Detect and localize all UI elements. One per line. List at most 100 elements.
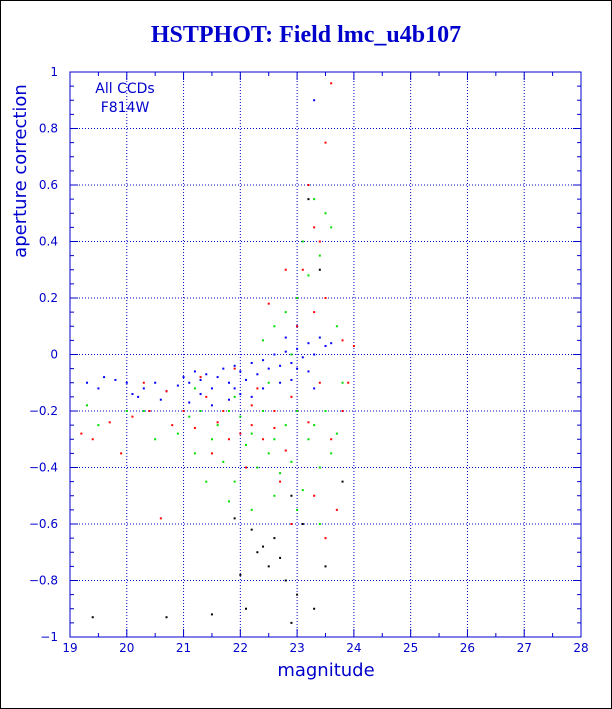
data-point [176, 432, 179, 435]
data-point [290, 460, 293, 463]
data-point [284, 579, 287, 582]
data-point [233, 517, 236, 520]
data-point [97, 387, 100, 390]
data-point [216, 421, 219, 424]
data-point [296, 410, 299, 412]
data-point [341, 381, 344, 384]
data-point [284, 268, 287, 271]
data-point [131, 393, 134, 396]
data-point [273, 438, 276, 441]
tick-labels: 19 20 21 22 23 24 25 26 27 28 −1 −0.8 −0.6 −0.4 −0.2 0 0… [29, 65, 589, 655]
data-point [165, 390, 168, 393]
data-point [233, 364, 236, 367]
data-point [262, 438, 265, 441]
data-point [296, 325, 299, 328]
data-point [239, 415, 242, 418]
data-point [307, 342, 310, 345]
data-point [267, 381, 270, 384]
data-point [222, 460, 225, 463]
data-point [318, 240, 321, 243]
data-point [313, 494, 316, 497]
data-point [199, 410, 202, 412]
data-point [267, 302, 270, 305]
data-point [313, 353, 316, 356]
data-point [330, 452, 333, 455]
data-point [284, 424, 287, 427]
data-point [165, 616, 168, 619]
data-point [262, 387, 265, 390]
data-point [296, 593, 299, 596]
data-point [227, 381, 230, 384]
data-point [318, 466, 321, 469]
data-point [210, 452, 213, 455]
data-point [205, 373, 208, 376]
data-point [199, 378, 202, 381]
data-point [330, 342, 333, 345]
data-point [290, 361, 293, 364]
data-point [250, 528, 253, 531]
data-point [313, 311, 316, 314]
annotation-ccds: All CCDs [95, 81, 154, 97]
data-point [324, 345, 327, 348]
data-point [159, 517, 162, 520]
data-point [273, 537, 276, 540]
data-point [313, 424, 316, 427]
data-point [239, 393, 242, 396]
data-point [250, 404, 253, 407]
data-point [313, 607, 316, 610]
data-point [313, 387, 316, 390]
data-point [301, 356, 304, 359]
data-point [210, 404, 213, 407]
data-point [279, 381, 282, 384]
data-point [307, 370, 310, 373]
data-point [290, 621, 293, 624]
data-point [307, 274, 310, 277]
data-point [193, 387, 196, 390]
data-point [114, 378, 117, 381]
data-point [296, 347, 299, 350]
y-tick-label: 0.4 [39, 235, 58, 249]
data-point [171, 424, 174, 427]
data-point [262, 410, 265, 412]
data-point [80, 432, 83, 435]
data-point [284, 311, 287, 314]
data-point [182, 376, 185, 379]
data-point [290, 353, 293, 356]
data-point [188, 401, 191, 404]
data-point [284, 449, 287, 452]
data-point [301, 268, 304, 271]
data-point [86, 404, 89, 407]
data-point [256, 466, 259, 469]
data-point [227, 398, 230, 401]
data-point [307, 421, 310, 424]
data-point [216, 424, 219, 427]
data-point [239, 370, 242, 373]
data-point [210, 387, 213, 390]
data-point [352, 345, 355, 348]
data-point [335, 508, 338, 511]
data-point [193, 370, 196, 373]
data-point [245, 443, 248, 446]
data-point [222, 410, 225, 412]
x-tick-label: 21 [176, 641, 191, 655]
y-tick-label: 1 [50, 65, 58, 79]
data-point [159, 398, 162, 401]
data-point [273, 494, 276, 497]
data-point [239, 573, 242, 576]
data-point [290, 395, 293, 398]
data-point [91, 438, 94, 441]
data-point [216, 376, 219, 379]
data-point [245, 607, 248, 610]
data-point [205, 480, 208, 483]
data-point [307, 184, 310, 186]
data-point [193, 452, 196, 455]
data-point [290, 494, 293, 497]
y-tick-label: 0.2 [39, 291, 58, 305]
y-axis-label: aperture correction [10, 84, 31, 258]
data-point [182, 410, 185, 412]
data-point [227, 438, 230, 441]
data-point [324, 141, 327, 144]
data-point [301, 523, 304, 525]
x-tick-label: 25 [403, 641, 418, 655]
